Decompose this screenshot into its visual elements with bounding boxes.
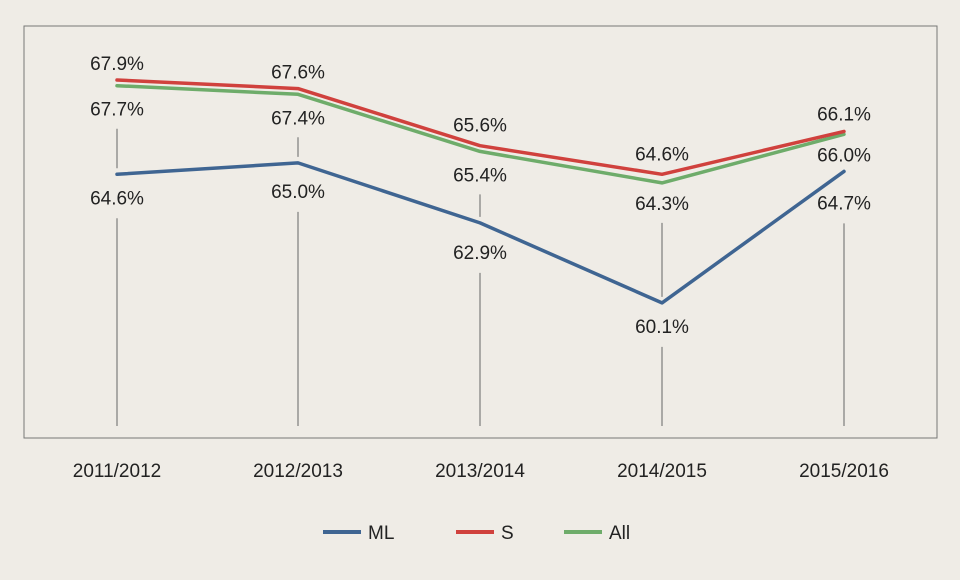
- s-data-label: 67.6%: [271, 63, 325, 84]
- legend-label-s: S: [501, 523, 514, 544]
- series-line-ml: [115, 161, 846, 305]
- series-line-all: [115, 83, 846, 185]
- series-lines: [115, 78, 846, 305]
- ml-data-label: 62.9%: [453, 243, 507, 264]
- all-data-label: 67.4%: [271, 108, 325, 129]
- legend-label-all: All: [609, 523, 630, 544]
- x-tick-label: 2012/2013: [253, 461, 343, 482]
- s-data-label: 65.6%: [453, 116, 507, 137]
- all-data-label: 64.3%: [635, 194, 689, 215]
- series-line-s: [115, 78, 846, 177]
- x-axis-ticks: 2011/2012 2012/2013 2013/2014 2014/2015 2015…: [73, 461, 889, 482]
- legend-label-ml: ML: [368, 523, 394, 544]
- drop-lines: [116, 128, 845, 426]
- all-data-label: 65.4%: [453, 165, 507, 186]
- legend: ML S All: [323, 523, 630, 544]
- ml-data-label: 65.0%: [271, 182, 325, 203]
- s-data-label: 64.6%: [635, 144, 689, 165]
- all-data-label: 67.7%: [90, 100, 144, 121]
- x-tick-label: 2014/2015: [617, 461, 707, 482]
- ml-data-label: 64.6%: [90, 188, 144, 209]
- s-data-label: 66.1%: [817, 104, 871, 125]
- data-labels: 67.9% 67.6% 65.6% 64.6% 66.1% 67.7% 67.4% 65.4%…: [90, 54, 871, 338]
- x-tick-label: 2013/2014: [435, 461, 525, 482]
- all-data-label: 66.0%: [817, 145, 871, 166]
- s-data-label: 67.9%: [90, 54, 144, 75]
- x-tick-label: 2015/2016: [799, 461, 889, 482]
- ml-data-label: 64.7%: [817, 193, 871, 214]
- x-tick-label: 2011/2012: [73, 461, 161, 482]
- ml-data-label: 60.1%: [635, 317, 689, 338]
